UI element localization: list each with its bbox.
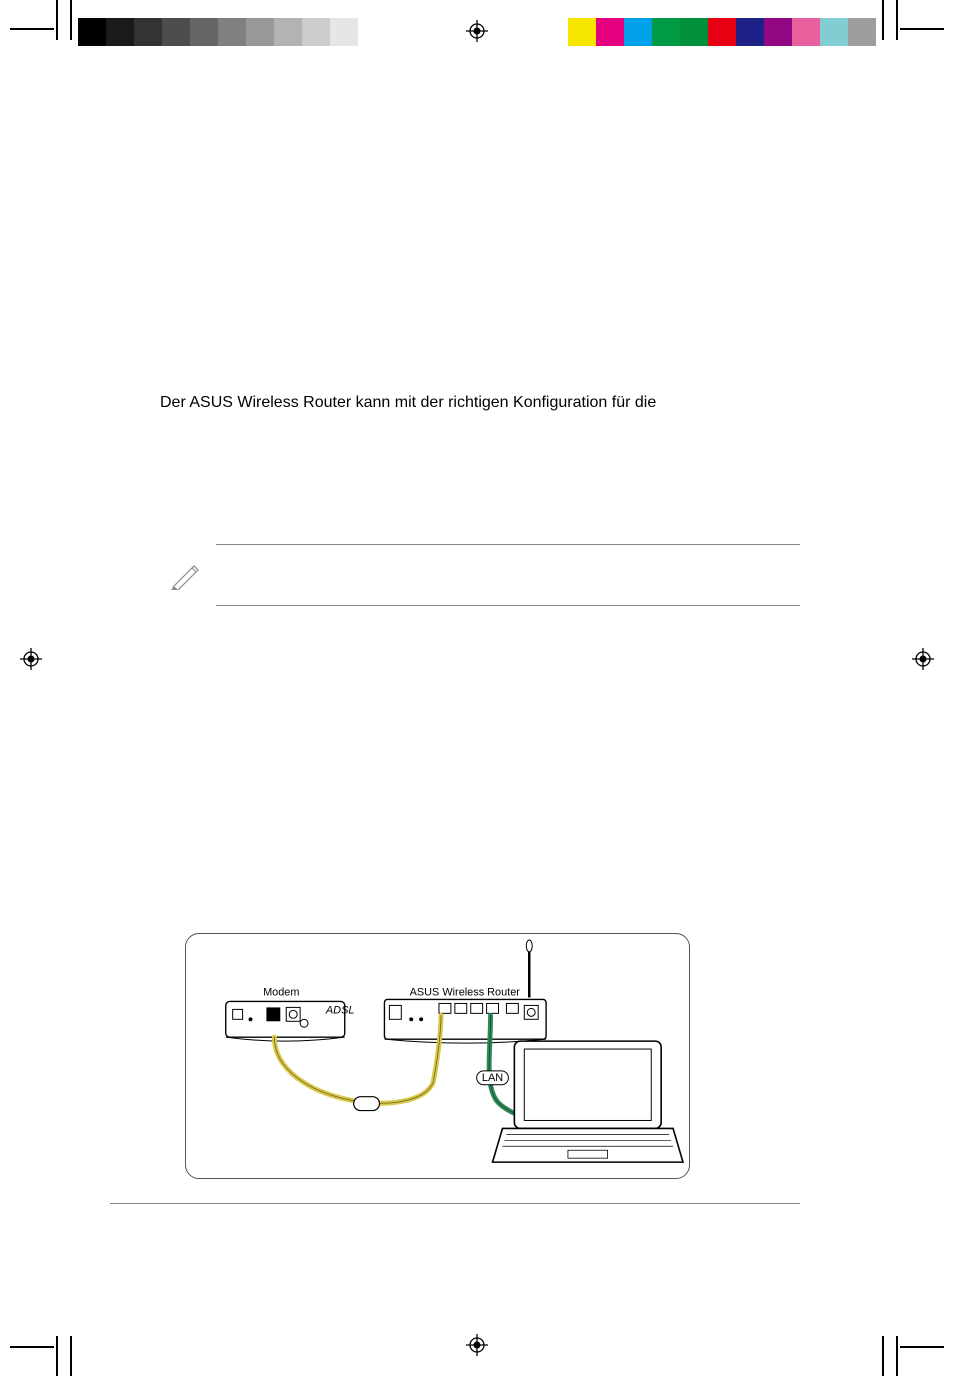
laptop-device-icon	[493, 1041, 683, 1162]
swatch	[162, 18, 190, 46]
crop-mark	[882, 1336, 884, 1376]
modem-device-icon: ADSL	[226, 1001, 355, 1041]
swatch	[736, 18, 764, 46]
swatch	[764, 18, 792, 46]
lan-tag: LAN	[477, 1071, 509, 1085]
swatch	[848, 18, 876, 46]
swatch	[820, 18, 848, 46]
registration-mark-icon	[912, 648, 934, 670]
swatch	[134, 18, 162, 46]
crop-mark	[56, 0, 58, 40]
body-paragraph: Der ASUS Wireless Router kann mit der ri…	[160, 392, 800, 414]
crop-mark	[10, 28, 54, 30]
crop-mark	[10, 1346, 54, 1348]
swatch	[680, 18, 708, 46]
crop-mark	[900, 28, 944, 30]
footer-divider	[110, 1203, 800, 1204]
crop-mark	[56, 1336, 58, 1376]
grayscale-colorbar	[78, 18, 386, 46]
swatch	[652, 18, 680, 46]
note-block	[160, 544, 800, 606]
pencil-note-icon	[170, 562, 204, 595]
svg-text:LAN: LAN	[482, 1072, 503, 1084]
swatch	[792, 18, 820, 46]
crop-mark	[896, 0, 898, 40]
swatch	[106, 18, 134, 46]
crop-mark	[896, 1336, 898, 1376]
swatch	[190, 18, 218, 46]
swatch	[218, 18, 246, 46]
svg-text:ADSL: ADSL	[325, 1004, 355, 1016]
swatch	[624, 18, 652, 46]
router-label: ASUS Wireless Router	[410, 986, 521, 998]
swatch	[246, 18, 274, 46]
swatch	[568, 18, 596, 46]
registration-mark-icon	[20, 648, 42, 670]
swatch	[78, 18, 106, 46]
registration-mark-icon	[466, 20, 488, 42]
divider	[216, 605, 800, 606]
swatch	[596, 18, 624, 46]
registration-mark-icon	[466, 1334, 488, 1356]
crop-mark	[70, 0, 72, 40]
connection-diagram: Modem ASUS Wireless Router ADSL	[185, 933, 690, 1179]
divider	[216, 544, 800, 545]
swatch	[302, 18, 330, 46]
ferrite-bead-icon	[354, 1097, 380, 1111]
modem-label: Modem	[263, 986, 299, 998]
crop-mark	[882, 0, 884, 40]
swatch	[330, 18, 358, 46]
color-colorbar	[568, 18, 876, 46]
swatch	[708, 18, 736, 46]
swatch	[274, 18, 302, 46]
swatch	[358, 18, 386, 46]
crop-mark	[900, 1346, 944, 1348]
crop-mark	[70, 1336, 72, 1376]
